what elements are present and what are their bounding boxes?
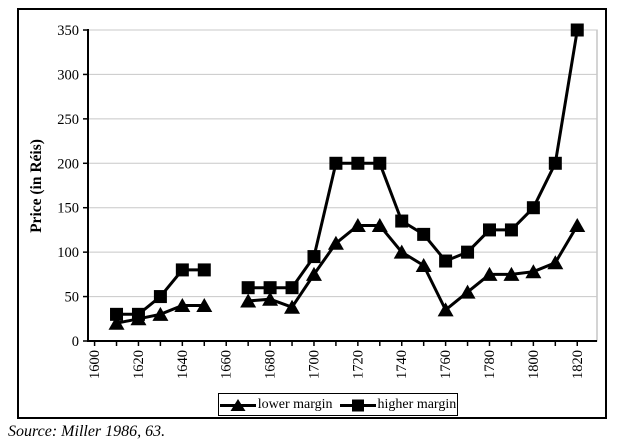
higher-margin-marker — [110, 307, 124, 321]
y-tick-label: 100 — [57, 245, 79, 261]
square-marker-icon — [339, 399, 376, 411]
legend-label-higher-margin: higher margin — [377, 396, 457, 412]
lower-margin-marker — [262, 291, 279, 306]
higher-margin-marker — [482, 223, 496, 237]
x-tick-label: 1640 — [175, 350, 191, 379]
higher-margin-line — [248, 29, 579, 290]
plot-area — [87, 29, 598, 342]
lower-margin-marker — [371, 217, 388, 232]
higher-margin-marker — [395, 214, 409, 228]
higher-margin-marker — [417, 227, 431, 241]
lower-margin-marker — [503, 266, 520, 281]
lower-margin-marker — [525, 264, 542, 279]
lower-margin-marker — [284, 299, 301, 314]
lower-margin-marker — [174, 297, 191, 312]
y-tick-label: 300 — [57, 67, 79, 83]
x-tick-label: 1780 — [482, 350, 498, 379]
higher-margin-marker — [351, 156, 365, 170]
y-tick-label: 150 — [57, 201, 79, 217]
y-tick-label: 50 — [65, 290, 80, 306]
x-tick-label: 1660 — [219, 350, 235, 379]
higher-margin-marker — [373, 156, 387, 170]
source-citation: Source: Miller 1986, 63. — [8, 423, 166, 440]
lower-margin-marker — [327, 235, 344, 250]
lower-margin-marker — [152, 306, 169, 321]
lower-margin-marker — [547, 255, 564, 270]
higher-margin-marker — [285, 281, 299, 295]
triangle-marker-icon — [219, 398, 256, 411]
higher-margin-marker — [307, 250, 321, 264]
x-tick-label: 1700 — [306, 350, 322, 379]
chart-legend: lower margin higher margin — [218, 393, 458, 416]
lower-margin-marker — [481, 266, 498, 281]
x-tick-label: 1720 — [350, 350, 366, 379]
higher-margin-marker — [329, 156, 343, 170]
higher-margin-marker — [461, 245, 475, 259]
higher-margin-marker — [241, 281, 255, 295]
higher-margin-marker — [548, 156, 562, 170]
legend-label-lower-margin: lower margin — [257, 396, 333, 412]
y-tick-label: 350 — [57, 23, 79, 39]
x-tick-label: 1740 — [394, 350, 410, 379]
x-tick-label: 1680 — [263, 350, 279, 379]
lower-margin-marker — [569, 217, 586, 232]
y-tick-label: 0 — [72, 334, 79, 350]
y-tick-label: 250 — [57, 112, 79, 128]
x-tick-label: 1600 — [87, 350, 103, 379]
higher-margin-marker — [263, 281, 277, 295]
y-axis-label: Price (in Réis) — [28, 139, 45, 233]
lower-margin-marker — [437, 302, 454, 317]
higher-margin-marker — [197, 263, 211, 277]
higher-margin-marker — [570, 23, 584, 37]
higher-margin-marker — [131, 307, 145, 321]
x-tick-label: 1760 — [438, 350, 454, 379]
y-tick-label: 200 — [57, 156, 79, 172]
lower-margin-line — [248, 224, 579, 313]
lower-margin-marker — [415, 257, 432, 272]
lower-margin-marker — [196, 297, 213, 312]
higher-margin-marker — [175, 263, 189, 277]
lower-margin-marker — [459, 284, 476, 299]
legend-item-higher-margin: higher margin — [339, 396, 457, 413]
x-tick-label: 1820 — [570, 350, 586, 379]
price-chart: 0 50 100 150 200 250 300 350 1600 1620 1640 1660 168… — [28, 23, 598, 379]
lower-margin-marker — [108, 315, 125, 330]
legend-item-lower-margin: lower margin — [219, 396, 333, 413]
higher-margin-marker — [504, 223, 518, 237]
x-tick-label: 1620 — [131, 350, 147, 379]
lower-margin-marker — [349, 217, 366, 232]
higher-margin-marker — [153, 290, 167, 304]
higher-margin-marker — [526, 201, 540, 215]
lower-margin-marker — [393, 244, 410, 259]
chart-svg: 0 50 100 150 200 250 300 350 1600 1620 1640 1660 168… — [28, 23, 598, 379]
lower-margin-marker — [305, 266, 322, 281]
x-tick-label: 1800 — [526, 350, 542, 379]
lower-margin-marker — [240, 293, 257, 308]
higher-margin-marker — [439, 254, 453, 268]
